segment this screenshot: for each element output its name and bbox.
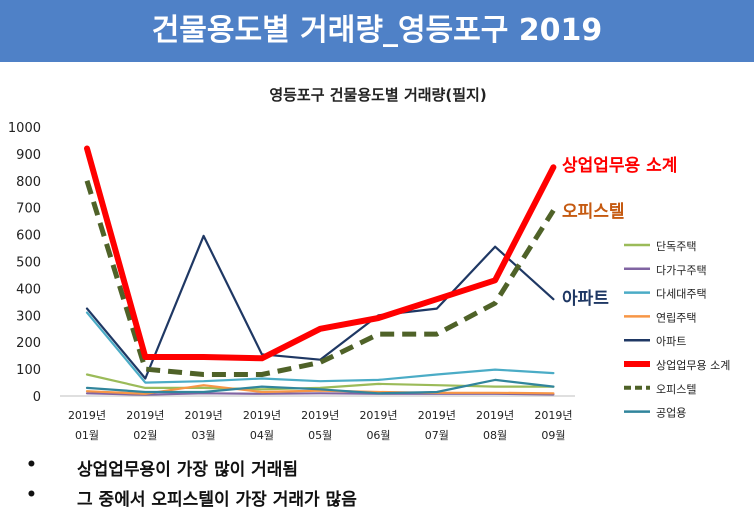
- x-tick-year: 2019년: [68, 409, 106, 422]
- y-tick-label: 800: [16, 175, 41, 190]
- legend-label: 다세대주택: [656, 288, 707, 301]
- annotation-label: 상업업무용 소계: [562, 156, 677, 176]
- y-tick-label: 1000: [8, 121, 41, 136]
- series-line-공업용: [85, 378, 555, 395]
- bullet-marker: •: [26, 485, 37, 505]
- y-tick-label: 600: [16, 229, 41, 244]
- y-tick-label: 100: [16, 363, 41, 378]
- y-tick-label: 0: [33, 390, 41, 405]
- x-tick-month: 03월: [192, 429, 216, 442]
- x-tick-month: 01월: [75, 429, 99, 442]
- x-tick-year: 2019년: [418, 409, 456, 422]
- annotation-label: 아파트: [562, 289, 609, 309]
- x-tick-month: 06월: [366, 429, 390, 442]
- x-tick-month: 09월: [541, 429, 565, 442]
- y-tick-label: 300: [16, 309, 41, 324]
- bullet-marker: •: [26, 455, 37, 475]
- x-tick-month: 04월: [250, 429, 274, 442]
- series-line-오피스텔: [84, 180, 556, 377]
- legend-label: 오피스텔: [656, 383, 696, 396]
- x-tick-year: 2019년: [185, 409, 223, 422]
- title-banner: 건물용도별 거래량_영등포구 2019: [0, 0, 754, 62]
- chart-title: 영등포구 건물용도별 거래량(필지): [269, 86, 486, 104]
- x-tick-year: 2019년: [126, 409, 164, 422]
- legend-label: 공업용: [656, 407, 686, 420]
- series-line-다세대주택: [85, 311, 555, 384]
- legend-label: 아파트: [656, 335, 686, 348]
- line-chart: 영등포구 건물용도별 거래량(필지) 0 100 200 300 400 500 600 70…: [8, 86, 730, 442]
- y-tick-label: 400: [16, 282, 41, 297]
- x-tick-year: 2019년: [243, 409, 281, 422]
- series-line-단독주택: [85, 373, 555, 391]
- legend-label: 연립주택: [656, 311, 696, 324]
- x-tick-year: 2019년: [359, 409, 397, 422]
- x-tick-month: 02월: [133, 429, 157, 442]
- legend-label: 다가구주택: [656, 264, 707, 277]
- bullet-text: 그 중에서 오피스텔이 가장 거래가 많음: [77, 490, 357, 510]
- series-line-상업업무용 소계: [84, 145, 557, 362]
- x-tick-month: 08월: [483, 429, 507, 442]
- bullet-text: 상업업무용이 가장 많이 거래됨: [77, 460, 299, 480]
- x-tick-month: 05월: [308, 429, 332, 442]
- y-tick-label: 200: [16, 336, 41, 351]
- legend-label: 단독주택: [656, 240, 696, 253]
- legend-label: 상업업무용 소계: [656, 359, 730, 372]
- slide-title: 건물용도별 거래량_영등포구 2019: [151, 13, 603, 48]
- y-tick-label: 700: [16, 202, 41, 217]
- y-tick-label: 900: [16, 148, 41, 163]
- x-tick-year: 2019년: [476, 409, 514, 422]
- annotation-label: 오피스텔: [562, 202, 625, 222]
- x-tick-year: 2019년: [534, 409, 572, 422]
- y-tick-label: 500: [16, 256, 41, 271]
- x-tick-month: 07월: [425, 429, 449, 442]
- x-tick-year: 2019년: [301, 409, 339, 422]
